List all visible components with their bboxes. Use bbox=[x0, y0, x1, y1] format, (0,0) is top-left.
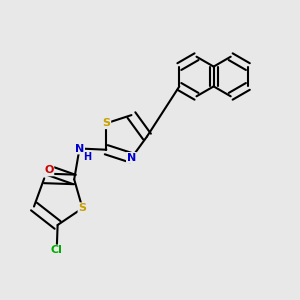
Text: S: S bbox=[79, 203, 86, 213]
Text: Cl: Cl bbox=[51, 245, 63, 256]
Text: S: S bbox=[102, 118, 110, 128]
Text: H: H bbox=[83, 152, 91, 162]
Text: N: N bbox=[127, 153, 136, 163]
Text: O: O bbox=[44, 165, 53, 176]
Text: N: N bbox=[75, 143, 84, 154]
